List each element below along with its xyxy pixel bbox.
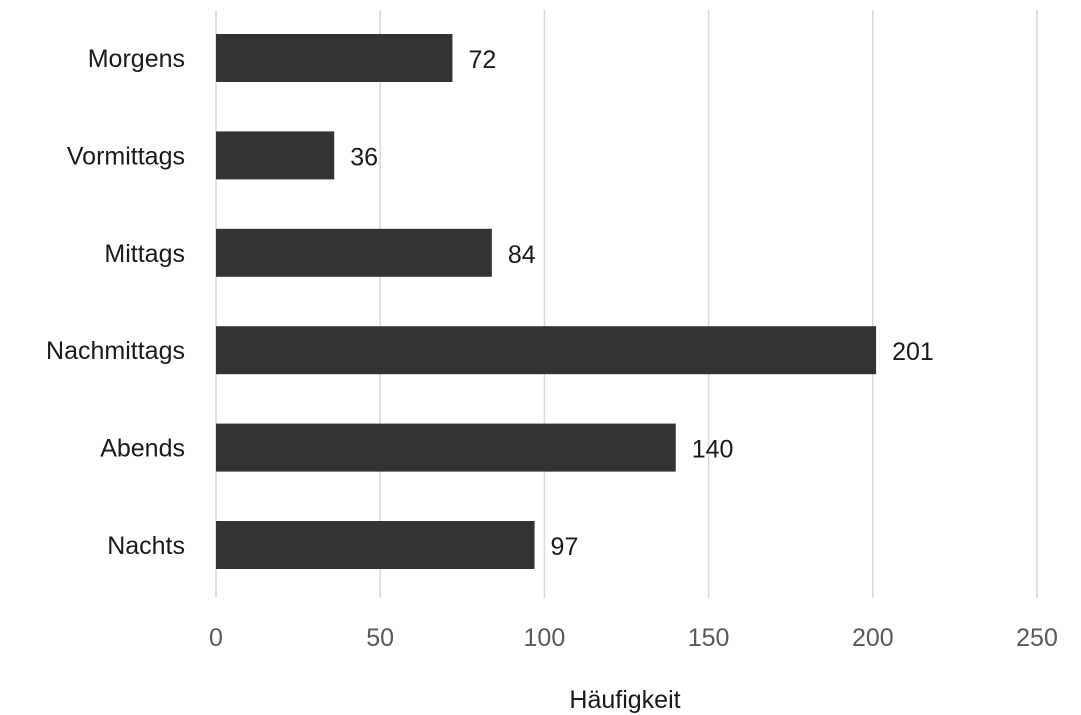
category-label-nachts: Nachts [107,532,185,560]
bar-abends [216,423,676,472]
data-label-abends: 140 [692,436,734,464]
category-label-morgens: Morgens [88,45,185,73]
x-tick-label-250: 250 [1016,624,1058,652]
bar-nachmittags [216,326,877,375]
tick-layer: 0 50 100 150 200 250 [209,624,1058,652]
x-tick-label-100: 100 [524,624,566,652]
x-axis-title: Häufigkeit [569,686,680,714]
category-label-nachmittags: Nachmittags [46,337,185,365]
bar-morgens [216,34,453,82]
bar-mittags [216,228,492,277]
bar-layer [216,34,877,569]
data-label-morgens: 72 [468,46,496,74]
data-label-vormittags: 36 [350,143,378,171]
data-label-mittags: 84 [508,241,536,269]
category-label-mittags: Mittags [104,240,185,268]
category-label-abends: Abends [100,435,185,463]
data-label-nachts: 97 [551,533,579,561]
data-label-nachmittags: 201 [892,338,934,366]
x-tick-label-200: 200 [852,624,894,652]
category-label-vormittags: Vormittags [67,142,185,170]
bar-nachts [216,521,535,569]
x-tick-label-50: 50 [366,624,394,652]
x-tick-label-150: 150 [688,624,730,652]
label-layer: Morgens 72 Vormittags 36 Mittags 84 Nachmittag… [46,45,934,561]
bar-vormittags [216,131,335,180]
x-tick-label-0: 0 [209,624,223,652]
grid-layer [215,10,1038,598]
